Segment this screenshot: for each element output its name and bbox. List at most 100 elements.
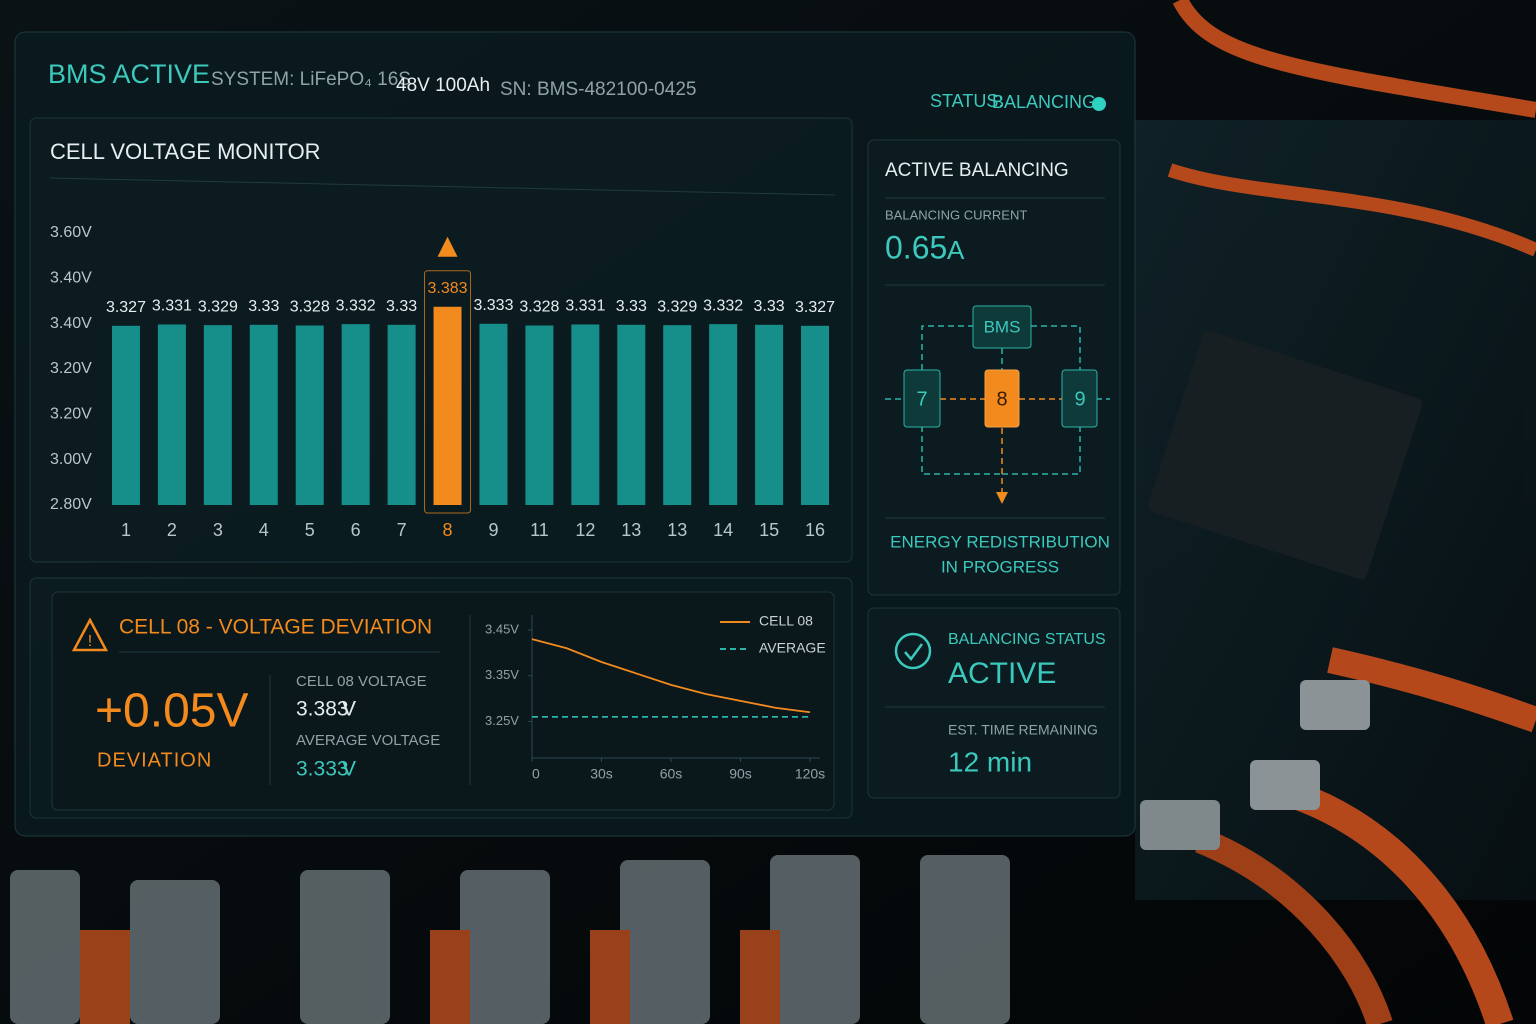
bar <box>157 324 186 505</box>
x-tick-label: 4 <box>259 520 269 540</box>
x-tick-label: 11 <box>530 520 549 540</box>
message-line: IN PROGRESS <box>941 557 1059 576</box>
deviation-label: DEVIATION <box>97 749 212 771</box>
system-info: SYSTEM: LiFePO₄ 16S <box>211 69 411 90</box>
node-box <box>984 369 1020 428</box>
bar <box>249 324 278 505</box>
x-tick-label: 13 <box>621 520 641 540</box>
y-tick-label: 3.20V <box>50 406 92 423</box>
bar <box>203 325 232 505</box>
x-tick-label: 8 <box>443 520 453 540</box>
x-tick-label: 5 <box>305 520 315 540</box>
x-tick-label: 90s <box>729 766 752 782</box>
bar <box>387 324 416 505</box>
bar-chart: 3.60V 3.40V 3.40V 3.20V 3.20V 3.00V 2.80V 3.327… <box>50 224 835 540</box>
value-label: 3.327 <box>106 299 146 316</box>
bar <box>433 306 462 505</box>
x-tick-label: 7 <box>397 520 407 540</box>
status-dot <box>1092 97 1106 111</box>
warning-icon <box>437 236 458 257</box>
y-tick-label: 3.40V <box>50 315 92 332</box>
alert-title: CELL 08 - VOLTAGE DEVIATION <box>119 616 432 639</box>
x-tick-label: 120s <box>795 766 825 782</box>
y-tick-label: 2.80V <box>50 496 92 513</box>
avg-voltage-label: AVERAGE VOLTAGE <box>296 732 440 749</box>
value-label: 3.333 <box>473 297 513 314</box>
spec-info: 48V 100Ah <box>396 75 490 96</box>
legend-label: CELL 08 <box>759 613 813 629</box>
node-label: BMS <box>984 317 1021 336</box>
x-tick-label: 3 <box>213 520 223 540</box>
x-tick-label: 0 <box>532 766 540 782</box>
x-tick-label: 13 <box>667 520 687 540</box>
x-tick-label: 14 <box>713 520 733 540</box>
bar <box>709 324 738 505</box>
value-label: 3.328 <box>519 299 559 316</box>
y-tick-label: 3.60V <box>50 224 92 241</box>
value-label: 3.33 <box>616 298 647 315</box>
panel-title: CELL VOLTAGE MONITOR <box>50 139 321 164</box>
line-chart: 3.45V 3.35V 3.25V 0 30s 60s 90s 120s CELL 08 AVER… <box>485 613 826 782</box>
status-panel <box>867 607 1121 799</box>
balancing-diagram <box>885 325 1110 495</box>
value-label: 3.332 <box>336 297 376 314</box>
x-tick-label: 12 <box>575 520 595 540</box>
time-value: 12 min <box>948 746 1032 777</box>
highlight-frame <box>424 270 472 514</box>
warning-mark: ! <box>88 633 92 650</box>
bar <box>479 323 508 505</box>
balancing-panel <box>867 139 1121 596</box>
avg-voltage-unit: V <box>342 758 356 781</box>
series-line <box>531 638 811 714</box>
bar <box>755 324 784 505</box>
value-label: 3.33 <box>248 298 279 315</box>
check-icon <box>894 632 932 670</box>
hardware-decoration <box>10 0 1536 1024</box>
divider <box>49 177 836 196</box>
node-box <box>972 305 1032 349</box>
x-tick-label: 15 <box>759 520 779 540</box>
value-label: 3.331 <box>152 298 192 315</box>
value-label: 3.328 <box>290 299 330 316</box>
status-value: ACTIVE <box>948 657 1056 690</box>
balancing-title: ACTIVE BALANCING <box>885 160 1069 181</box>
cell-voltage-label: CELL 08 VOLTAGE <box>296 673 427 690</box>
bar <box>341 324 370 505</box>
bar <box>571 324 600 505</box>
y-tick-label: 3.45V <box>485 621 519 636</box>
node-box <box>903 369 941 428</box>
current-unit: A <box>947 235 965 265</box>
x-tick-label: 6 <box>351 520 361 540</box>
status-value: BALANCING <box>992 92 1096 112</box>
x-tick-label: 30s <box>590 766 613 782</box>
status-label: BALANCING STATUS <box>948 631 1106 648</box>
value-label: 3.33 <box>386 298 417 315</box>
status-label: STATUS: <box>930 91 1003 111</box>
cell-voltage-value: 3.383 <box>296 698 349 721</box>
message-line: ENERGY REDISTRIBUTION <box>890 532 1110 551</box>
x-tick-label: 16 <box>805 520 825 540</box>
node-label: 7 <box>916 388 927 410</box>
node-label: 9 <box>1074 388 1085 410</box>
avg-voltage-value: 3.333 <box>296 758 349 781</box>
bar <box>525 325 554 505</box>
value-label: 3.327 <box>795 299 835 316</box>
y-tick-label: 3.00V <box>50 451 92 468</box>
value-label: 3.329 <box>198 298 238 315</box>
check-mark <box>904 643 924 662</box>
bar <box>617 324 646 505</box>
y-tick-label: 3.40V <box>50 270 92 287</box>
time-label: EST. TIME REMAINING <box>948 722 1098 738</box>
arrow <box>996 492 1008 504</box>
alert-panel <box>51 591 835 811</box>
value-label: 3.332 <box>703 297 743 314</box>
warning-icon <box>71 617 109 652</box>
bar <box>801 325 830 505</box>
value-label: 3.383 <box>428 280 468 297</box>
x-tick-label: 9 <box>488 520 498 540</box>
current-value: 0.65 <box>885 229 947 265</box>
bar <box>111 325 140 505</box>
y-tick-label: 3.35V <box>485 667 519 682</box>
